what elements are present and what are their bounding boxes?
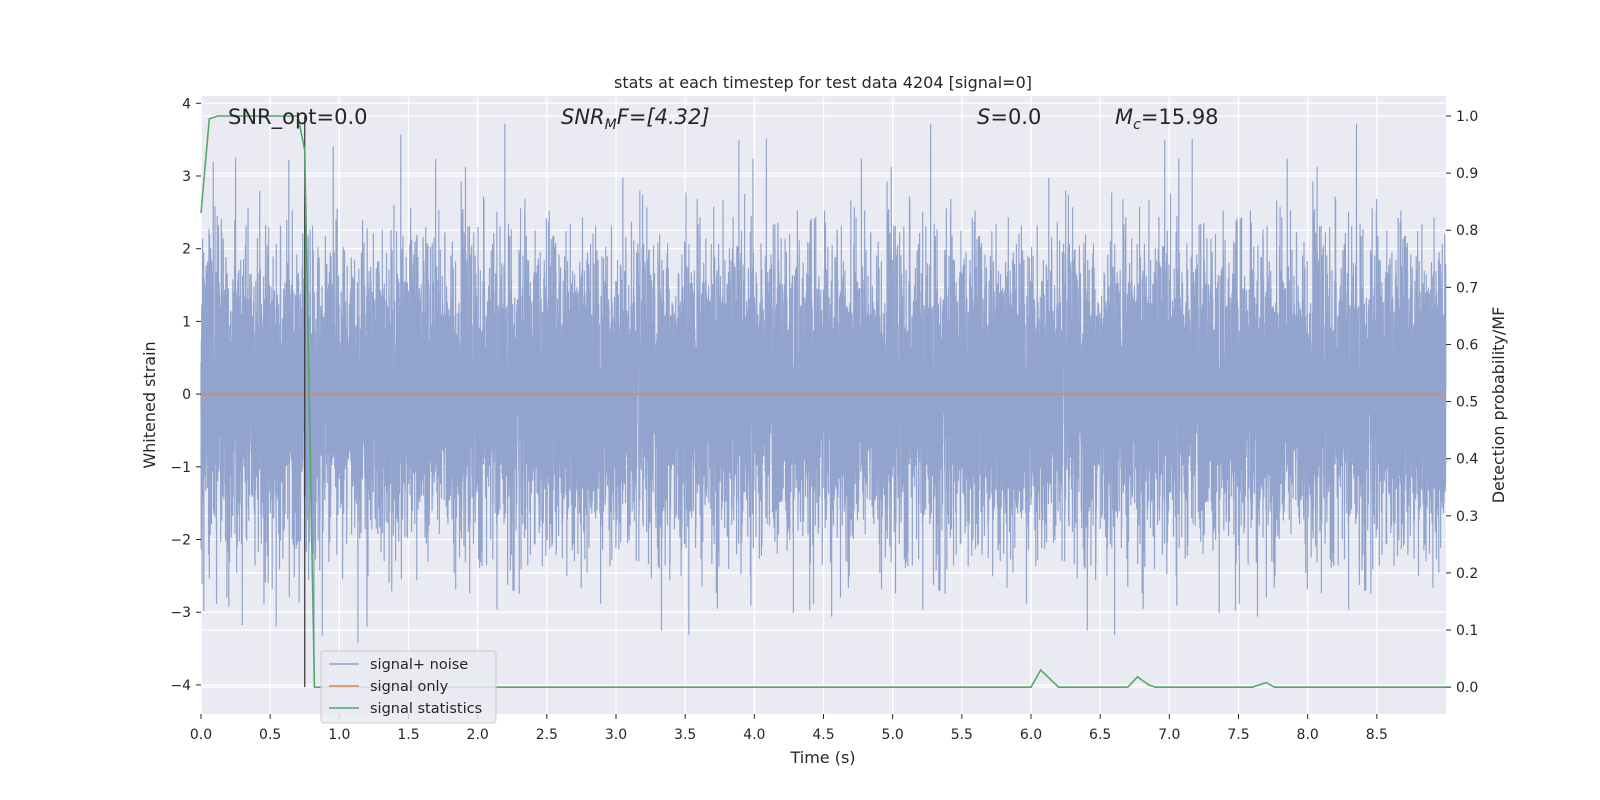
x-tick-label: 2.5 [536,727,558,743]
y-left-tick-label: 4 [182,96,191,112]
y-right-tick-label: 0.8 [1456,223,1478,239]
y-left-tick-label: −1 [170,460,191,476]
chart-title: stats at each timestep for test data 420… [614,73,1032,92]
y-left-tick-label: 1 [182,314,191,330]
x-tick-label: 7.5 [1227,727,1249,743]
x-tick-label: 1.0 [328,727,350,743]
y-right-tick-label: 0.2 [1456,566,1478,582]
legend-box [320,650,497,724]
y-right-tick-label: 0.6 [1456,337,1478,353]
x-tick-label: 0.5 [259,727,281,743]
annotation-snr-opt: SNR_opt=0.0 [228,105,368,130]
y-right-tick-label: 0.1 [1456,623,1478,639]
y-right-tick-label: 0.7 [1456,280,1478,296]
x-tick-label: 0.0 [190,727,212,743]
y-right-tick-label: 1.0 [1456,109,1478,125]
legend-label-signal-statistics: signal statistics [370,701,482,717]
x-tick-label: 5.0 [882,727,904,743]
x-tick-label: 8.5 [1366,727,1388,743]
x-tick-label: 3.0 [605,727,627,743]
signal-statistics-line [200,115,1446,688]
x-tick-label: 6.5 [1089,727,1111,743]
y-right-tick-label: 0.3 [1456,509,1478,525]
y-right-tick-label: 0.4 [1456,452,1478,468]
y-right-tick-label: 0.5 [1456,395,1478,411]
x-tick-label: 5.5 [951,727,973,743]
legend-label-signal-only: signal only [370,679,449,695]
series-signal-noise [200,123,1447,687]
annotation-snr-mf: SNRMF=[4.32] [561,105,710,133]
x-tick-label: 4.5 [812,727,834,743]
x-tick-label: 8.0 [1297,727,1319,743]
x-tick-label: 3.5 [674,727,696,743]
x-axis-label: Time (s) [789,748,855,767]
y-left-tick-label: −4 [170,678,191,694]
series-lines [200,115,1446,688]
legend-label-signal-noise: signal+ noise [370,657,468,673]
y-left-tick-label: 2 [182,242,191,258]
x-tick-label: 6.0 [1020,727,1042,743]
signal-noise-line [200,123,1447,687]
legend: signal+ noise signal only signal statist… [320,650,497,724]
y-axis-label-right: Detection probability/MF [1489,307,1508,504]
x-tick-label: 2.0 [467,727,489,743]
y-left-tick-label: −3 [170,605,191,621]
x-tick-label: 1.5 [397,727,419,743]
y-right-tick-label: 0.0 [1456,680,1478,696]
y-left-tick-label: 3 [182,169,191,185]
y-axis-label-left: Whitened strain [140,341,159,468]
x-tick-label: 4.0 [743,727,765,743]
annotation-mc: Mc=15.98 [1115,105,1219,133]
y-right-tick-label: 0.9 [1456,166,1478,182]
y-left-tick-label: −2 [170,533,191,549]
annotation-s: S=0.0 [977,105,1041,129]
y-left-tick-label: 0 [182,387,191,403]
ticks: 0.0 0.5 1.0 1.5 2.0 2.5 3.0 3.5 4.0 4.5 5.0 5.5 6.0 6… [170,96,1478,743]
x-tick-label: 7.0 [1158,727,1180,743]
